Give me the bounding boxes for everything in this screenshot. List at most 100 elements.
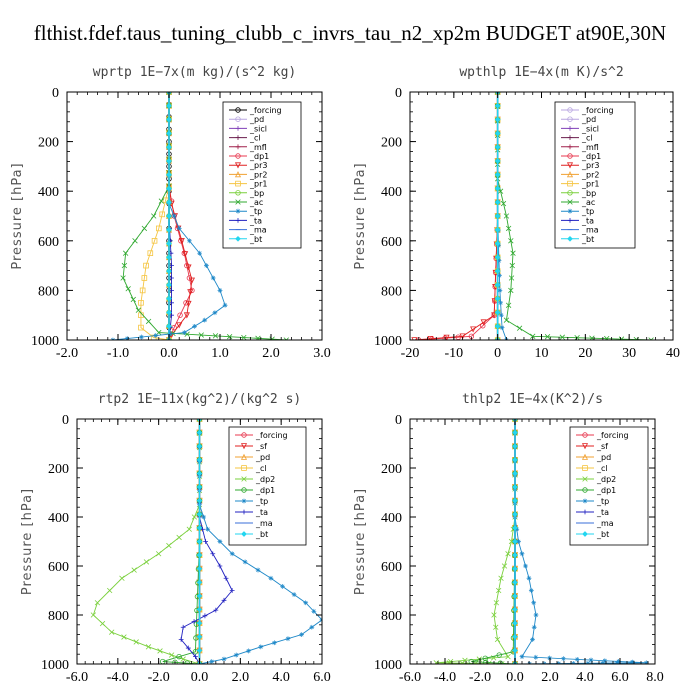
data-point-marker	[184, 660, 190, 664]
x-tick-label: 8.0	[646, 670, 664, 685]
legend: _forcing_pd_sicl_cl_mfl_dp1_pr3_pr2_pr1_…	[222, 101, 302, 249]
data-point-marker	[166, 116, 172, 123]
data-point-marker	[494, 185, 501, 192]
data-point-marker	[508, 287, 514, 294]
data-point-marker	[143, 559, 150, 565]
data-point-marker	[151, 237, 158, 244]
y-tick-label: 400	[381, 185, 402, 200]
legend-label: _tp	[249, 207, 262, 216]
legend-marker	[235, 144, 241, 150]
legend-marker	[235, 235, 241, 242]
data-point-marker	[169, 275, 174, 281]
series-line-dp1	[418, 92, 499, 340]
data-point-marker	[600, 660, 605, 664]
data-point-marker	[491, 612, 497, 618]
data-point-marker	[512, 620, 518, 626]
data-point-marker	[141, 275, 148, 281]
data-point-marker	[177, 312, 183, 318]
legend-label: _ta	[249, 216, 262, 225]
legend-label: _bt	[249, 235, 262, 244]
data-point-marker	[90, 612, 97, 618]
data-point-marker	[185, 645, 191, 651]
data-point-marker	[151, 213, 157, 219]
chart-panel-4: thlp2 1E−4x(K^2)/s Pressure [hPa] -6.0 -4.0…	[353, 392, 664, 685]
data-point-marker	[202, 317, 208, 323]
y-tick-label: 0	[395, 413, 402, 428]
panel-title: wpthlp 1E−4x(m K)/s^2	[459, 65, 623, 80]
legend-marker	[567, 116, 573, 122]
legend-marker	[567, 153, 573, 159]
legend-label: _sf	[596, 442, 608, 451]
data-point-marker	[196, 552, 203, 558]
data-point-marker	[494, 226, 501, 233]
data-point-marker	[494, 102, 501, 109]
data-point-marker	[210, 551, 216, 557]
data-point-marker	[271, 640, 277, 646]
series-group	[433, 419, 649, 664]
data-point-marker	[501, 563, 508, 569]
data-point-marker	[480, 319, 487, 326]
legend-label: _bt	[596, 530, 609, 539]
legend-label: _bp	[249, 189, 264, 198]
legend-label: _pr2	[581, 170, 599, 179]
data-point-marker	[574, 656, 580, 662]
legend-marker	[241, 509, 247, 515]
chart-panel-1: wprtp 1E−7x(m kg)/(s^2 kg) Pressure [hPa]…	[10, 65, 331, 361]
data-point-marker	[197, 250, 202, 256]
data-point-marker	[512, 429, 518, 436]
x-tick-label: -6.0	[399, 670, 421, 685]
data-point-marker	[166, 542, 172, 549]
y-tick-label: 800	[381, 284, 402, 299]
data-point-marker	[516, 325, 523, 331]
series-line-ac	[497, 92, 652, 340]
legend-label: _mfl	[249, 143, 267, 152]
legend-label: _ac	[581, 198, 595, 207]
data-point-marker	[196, 457, 203, 463]
data-point-marker	[139, 334, 144, 340]
legend-label: _cl	[249, 134, 261, 143]
y-tick-label: 200	[381, 136, 402, 151]
legend-label: _pd	[255, 453, 270, 462]
data-point-marker	[143, 262, 149, 269]
legend-label: _bp	[581, 189, 596, 198]
data-point-marker	[138, 299, 144, 306]
legend-marker	[567, 208, 573, 214]
legend-label: _ma	[249, 226, 267, 235]
data-point-marker	[122, 250, 129, 256]
legend-marker	[582, 531, 588, 537]
data-point-marker	[258, 644, 264, 650]
plot-frame	[66, 91, 323, 341]
data-point-marker	[120, 275, 126, 281]
legend-label: _ma	[596, 519, 614, 528]
data-point-marker	[196, 497, 203, 504]
data-point-marker	[512, 579, 518, 586]
data-point-marker	[604, 335, 610, 340]
data-point-marker	[530, 637, 535, 642]
data-point-marker	[512, 497, 518, 504]
data-point-marker	[205, 526, 211, 532]
y-tick-label: 600	[381, 560, 402, 575]
data-point-marker	[169, 312, 174, 318]
data-point-marker	[196, 443, 203, 450]
data-point-marker	[202, 613, 208, 619]
x-tick-label: 40	[666, 346, 680, 361]
data-point-marker	[446, 660, 453, 664]
data-point-marker	[512, 538, 518, 545]
data-point-marker	[166, 130, 172, 137]
data-point-marker	[183, 312, 190, 319]
data-point-marker	[510, 250, 516, 256]
legend-label: _pr1	[581, 180, 599, 189]
data-point-marker	[166, 309, 172, 316]
x-tick-label: -4.0	[434, 670, 456, 685]
panel-title: wprtp 1E−7x(m kg)/(s^2 kg)	[93, 65, 297, 80]
data-point-marker	[187, 289, 194, 296]
figure-title: flthist.fdef.taus_tuning_clubb_c_invrs_t…	[34, 21, 666, 45]
data-point-marker	[176, 226, 182, 231]
legend-marker	[567, 180, 573, 187]
data-point-marker	[159, 211, 166, 218]
data-point-marker	[427, 335, 434, 340]
legend-marker	[566, 171, 574, 178]
legend-marker	[235, 208, 241, 214]
x-tick-label: 10	[535, 346, 549, 361]
legend-marker	[241, 465, 247, 471]
